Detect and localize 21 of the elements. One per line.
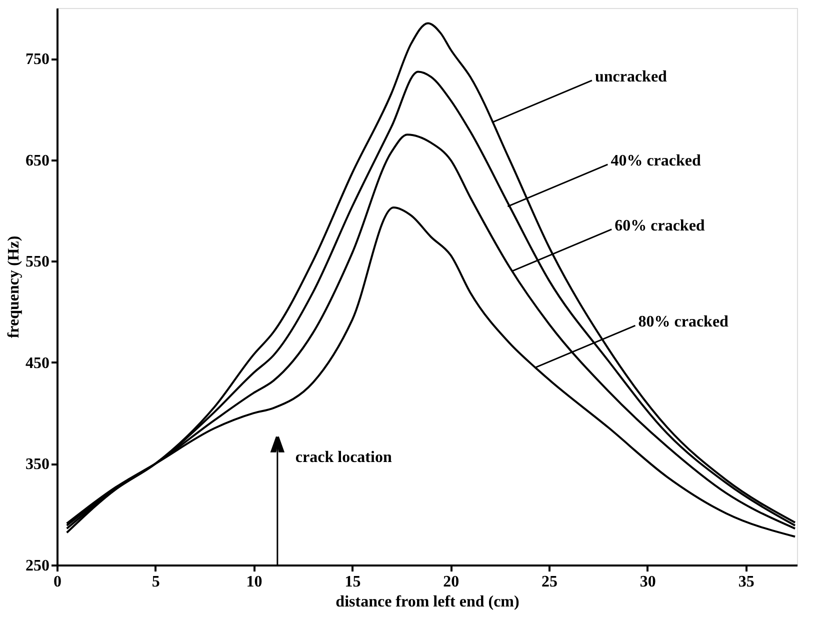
x-tick-label: 30 bbox=[640, 574, 656, 590]
x-axis-title: distance from left end (cm) bbox=[336, 594, 520, 610]
x-tick-label: 15 bbox=[344, 574, 361, 590]
x-tick-label: 20 bbox=[443, 574, 460, 590]
y-tick-label: 550 bbox=[26, 254, 50, 271]
x-tick-label: 25 bbox=[542, 574, 558, 590]
y-tick-label: 750 bbox=[26, 51, 50, 68]
x-tick-label: 35 bbox=[738, 574, 754, 590]
x-tick-label: 0 bbox=[54, 574, 62, 590]
y-tick-label: 250 bbox=[26, 558, 50, 574]
y-axis-title: frequency (Hz) bbox=[6, 236, 22, 338]
annotation: 40% cracked bbox=[610, 152, 701, 170]
y-tick-label: 350 bbox=[26, 456, 50, 474]
annotation: 80% cracked bbox=[638, 314, 729, 331]
y-tick-label: 650 bbox=[26, 152, 50, 170]
x-tick-label: 10 bbox=[246, 574, 262, 590]
annotation: uncracked bbox=[594, 68, 668, 86]
x-tick-label: 5 bbox=[152, 574, 160, 590]
ref-line-label: crack location bbox=[295, 448, 392, 466]
y-tick-label: 450 bbox=[26, 354, 50, 372]
annotation: 60% cracked bbox=[614, 217, 705, 234]
